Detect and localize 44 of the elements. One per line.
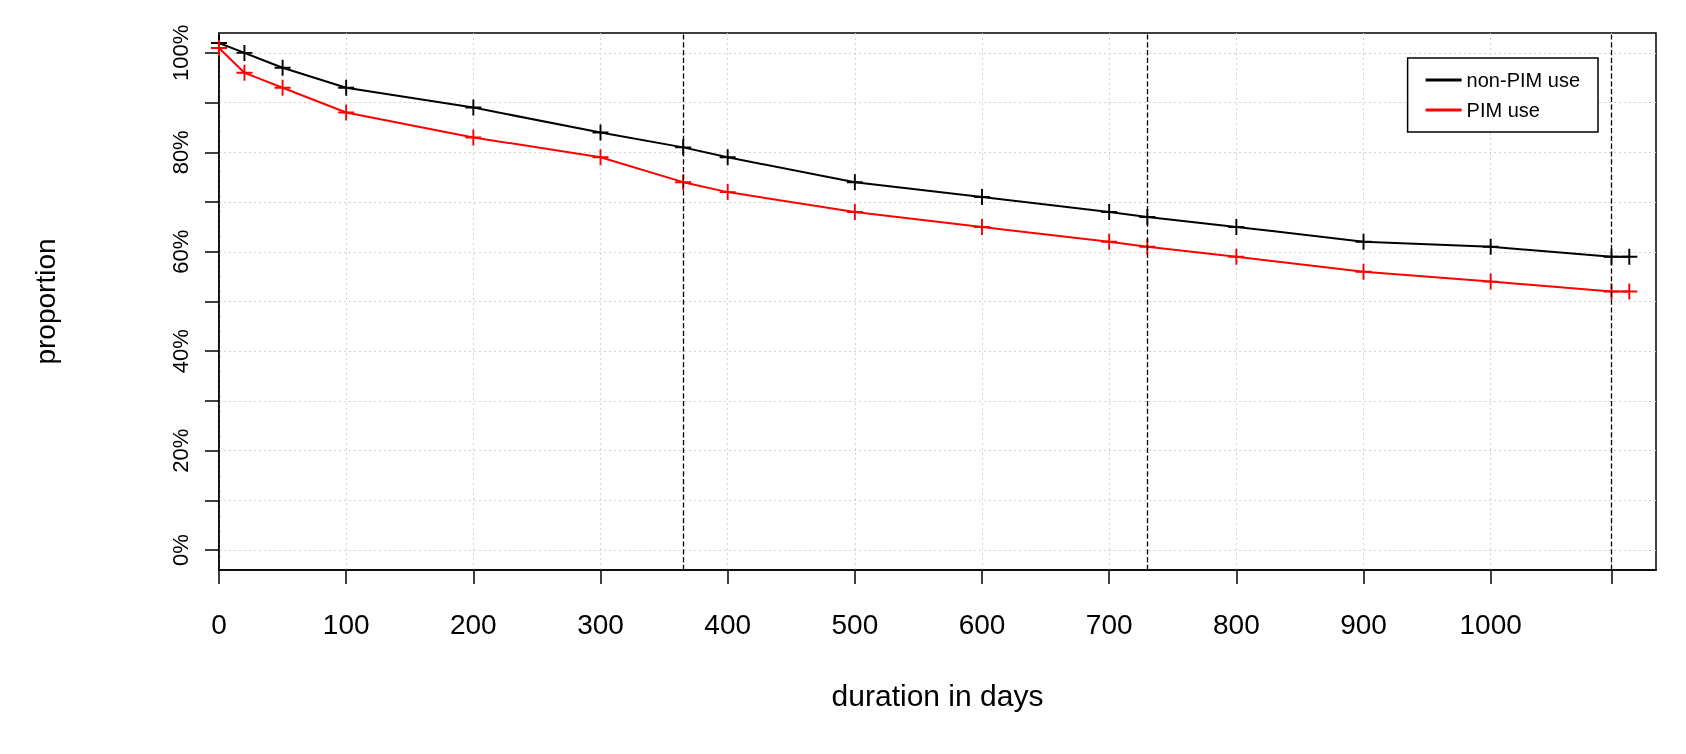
y-axis-title: proportion	[29, 238, 61, 365]
x-tick-label: 100	[322, 608, 370, 640]
point	[1101, 204, 1118, 220]
y-tick-label: 100%	[167, 24, 193, 82]
point	[465, 99, 482, 116]
x-tick-label: 300	[577, 608, 624, 640]
point	[1101, 233, 1118, 250]
point	[1621, 283, 1638, 300]
point	[974, 189, 991, 206]
y-tick-label: 60%	[167, 229, 193, 274]
point	[1228, 248, 1245, 265]
point	[1621, 248, 1638, 265]
point	[719, 184, 736, 201]
y-tick-label: 80%	[167, 130, 193, 175]
y-tick-label: 20%	[167, 428, 193, 473]
x-tick-label: 600	[958, 608, 1006, 640]
legend-label: PIM use	[1466, 99, 1540, 121]
point	[338, 104, 355, 121]
point	[1482, 238, 1499, 255]
x-tick-label: 900	[1340, 608, 1387, 640]
point	[719, 149, 736, 166]
legend-label: non-PIM use	[1466, 69, 1580, 91]
x-tick-label: 700	[1085, 608, 1133, 640]
point	[465, 129, 482, 146]
point	[274, 79, 291, 96]
point	[846, 204, 863, 220]
x-tick-label: 0	[211, 608, 227, 640]
point	[236, 64, 253, 81]
x-tick-label: 1000	[1459, 608, 1522, 640]
point	[1482, 273, 1499, 290]
point	[846, 174, 863, 191]
point	[274, 59, 291, 76]
x-tick-label: 200	[449, 608, 497, 640]
point	[236, 44, 253, 61]
x-tick-label: 400	[704, 608, 752, 640]
point	[974, 218, 991, 235]
x-tick-label: 500	[831, 608, 879, 640]
point	[1228, 218, 1245, 235]
point	[338, 79, 355, 96]
y-tick-label: 40%	[167, 329, 193, 374]
x-tick-label: 800	[1212, 608, 1260, 640]
point	[211, 39, 227, 56]
y-tick-label: 0%	[167, 534, 193, 567]
x-axis-title: duration in days	[831, 678, 1044, 712]
